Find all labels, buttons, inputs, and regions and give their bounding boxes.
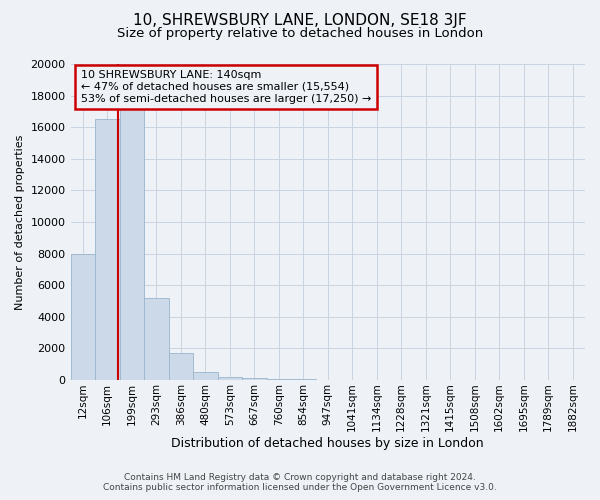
Bar bbox=[119, 102, 144, 380]
Bar bbox=[291, 379, 316, 380]
Text: 10 SHREWSBURY LANE: 140sqm
← 47% of detached houses are smaller (15,554)
53% of : 10 SHREWSBURY LANE: 140sqm ← 47% of deta… bbox=[81, 70, 371, 104]
X-axis label: Distribution of detached houses by size in London: Distribution of detached houses by size … bbox=[172, 437, 484, 450]
Text: 10, SHREWSBURY LANE, LONDON, SE18 3JF: 10, SHREWSBURY LANE, LONDON, SE18 3JF bbox=[133, 12, 467, 28]
Bar bbox=[242, 378, 266, 380]
Bar bbox=[266, 378, 291, 380]
Bar bbox=[169, 353, 193, 380]
Bar bbox=[144, 298, 169, 380]
Bar bbox=[71, 254, 95, 380]
Bar bbox=[218, 377, 242, 380]
Text: Contains HM Land Registry data © Crown copyright and database right 2024.
Contai: Contains HM Land Registry data © Crown c… bbox=[103, 473, 497, 492]
Bar bbox=[95, 120, 119, 380]
Y-axis label: Number of detached properties: Number of detached properties bbox=[15, 134, 25, 310]
Text: Size of property relative to detached houses in London: Size of property relative to detached ho… bbox=[117, 28, 483, 40]
Bar bbox=[193, 372, 218, 380]
